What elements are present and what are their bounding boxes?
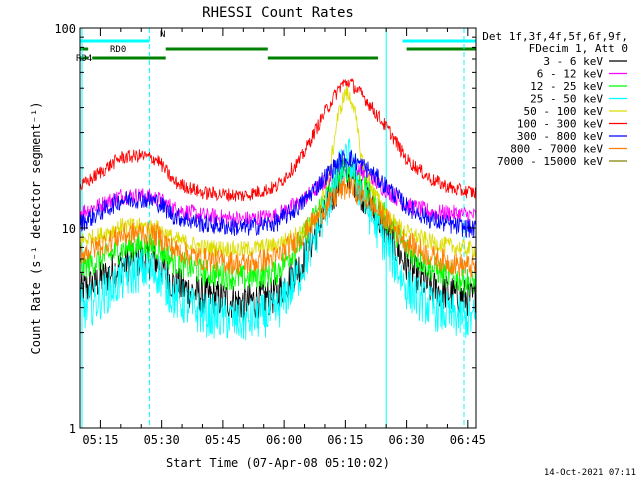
x-tick-label: 06:30	[389, 433, 425, 447]
series-line	[79, 158, 477, 228]
y-tick-label: 100	[54, 22, 76, 36]
y-axis-ticks: 1 10 100	[54, 22, 476, 436]
legend-entry-label: 6 - 12 keV	[537, 68, 604, 81]
state-bar-label: RD4	[76, 54, 92, 64]
legend: Det 1f,3f,4f,5f,6f,9f,FDecim 1, Att 03 -…	[482, 30, 628, 168]
series-line	[79, 149, 477, 239]
state-bar-label: RD0	[110, 45, 126, 55]
y-axis-label: Count Rate (s⁻¹ detector segment⁻¹)	[29, 102, 43, 355]
state-bar-label: N	[160, 30, 165, 40]
x-axis-label: Start Time (07-Apr-08 05:10:02)	[166, 456, 390, 470]
series-line	[79, 78, 477, 202]
x-tick-label: 05:45	[205, 433, 241, 447]
y-tick-label: 1	[69, 422, 76, 436]
series-line	[79, 138, 477, 341]
y-tick-label: 10	[62, 222, 76, 236]
legend-header-line: Det 1f,3f,4f,5f,6f,9f,	[482, 30, 628, 43]
legend-entry-label: 12 - 25 keV	[530, 80, 603, 93]
legend-entry-label: 800 - 7000 keV	[510, 143, 603, 156]
chart-title: RHESSI Count Rates	[202, 5, 354, 21]
legend-entry-label: 7000 - 15000 keV	[497, 155, 603, 168]
x-tick-label: 06:15	[327, 433, 363, 447]
x-axis-ticks: 05:15 05:30 05:45 06:00 06:15 06:30 06:45	[79, 28, 486, 447]
x-tick-label: 06:45	[450, 433, 486, 447]
series-line	[79, 157, 477, 296]
legend-entry-label: 300 - 800 keV	[517, 130, 603, 143]
x-tick-label: 05:15	[82, 433, 118, 447]
legend-entry-label: 25 - 50 keV	[530, 93, 603, 106]
footer-timestamp: 14-Oct-2021 07:11	[544, 468, 636, 478]
series-line	[79, 86, 477, 259]
legend-entry-label: 3 - 6 keV	[543, 55, 603, 68]
legend-header-line: FDecim 1, Att 0	[529, 42, 628, 55]
x-tick-label: 06:00	[266, 433, 302, 447]
legend-entry-label: 50 - 100 keV	[524, 105, 604, 118]
series-line	[79, 176, 477, 279]
legend-entry-label: 100 - 300 keV	[517, 118, 603, 131]
series-layer	[79, 78, 477, 341]
x-tick-label: 05:30	[144, 433, 180, 447]
instrument-state-bars: N RD0 RD4	[76, 30, 476, 64]
